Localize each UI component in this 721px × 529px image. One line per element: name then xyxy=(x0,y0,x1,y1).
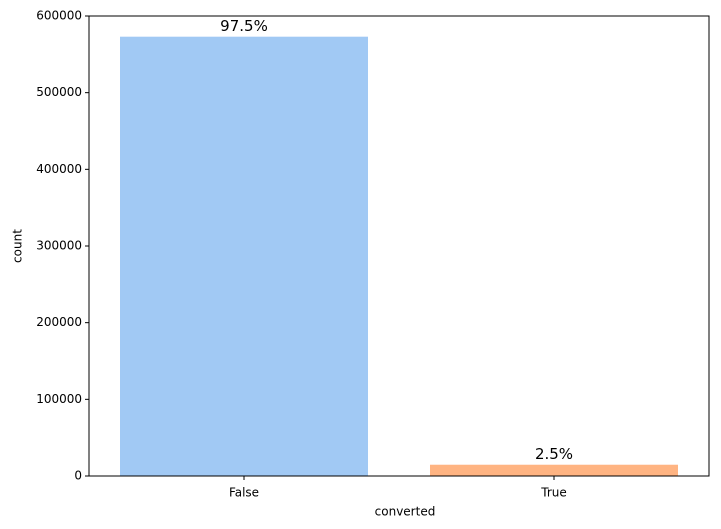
bar-annotation: 97.5% xyxy=(220,17,268,35)
bar xyxy=(430,464,678,476)
y-tick-label: 600000 xyxy=(36,9,82,23)
x-tick-label: False xyxy=(229,486,259,500)
y-tick-label: 200000 xyxy=(36,315,82,329)
y-axis-label: count xyxy=(11,229,25,263)
y-tick-label: 400000 xyxy=(36,162,82,176)
y-tick-label: 0 xyxy=(74,469,82,483)
y-tick-label: 500000 xyxy=(36,85,82,99)
y-tick-label: 100000 xyxy=(36,392,82,406)
x-tick-label: True xyxy=(540,486,567,500)
plot-frame xyxy=(88,15,710,477)
bar-annotation: 2.5% xyxy=(535,445,573,463)
x-axis-label: converted xyxy=(375,505,436,519)
bar xyxy=(120,36,368,476)
y-tick-label: 300000 xyxy=(36,239,82,253)
